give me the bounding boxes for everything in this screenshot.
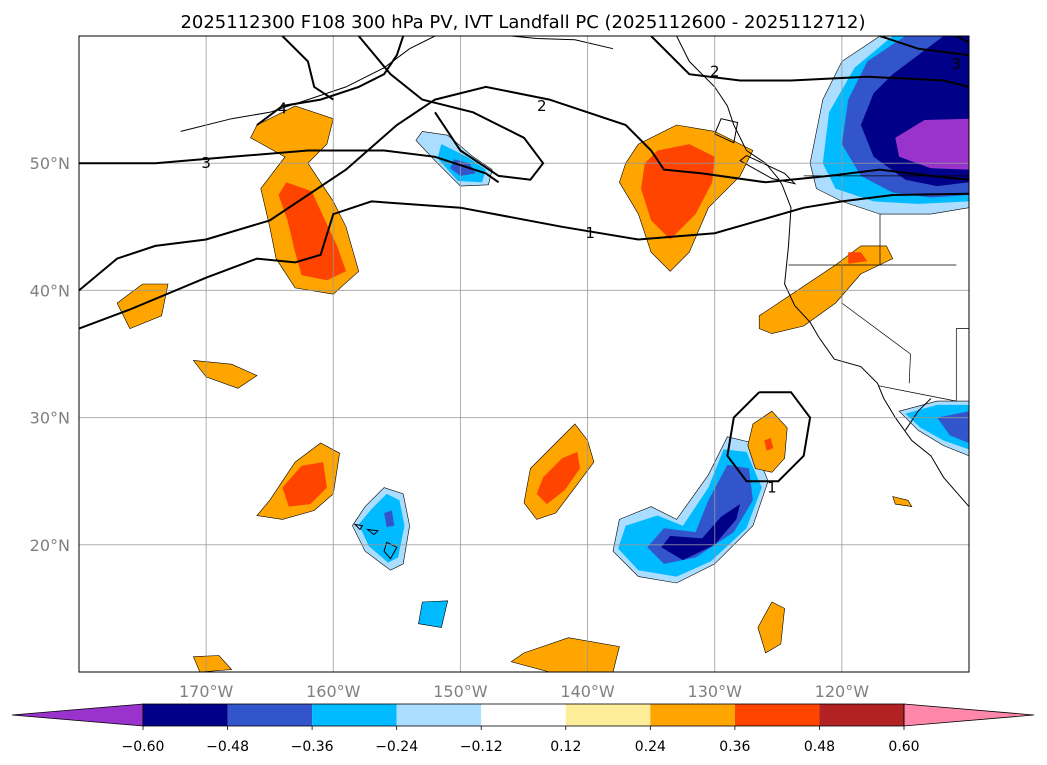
- anomaly-positive-central-subtropics: [523, 423, 595, 520]
- anomaly-negative-southern-california: [898, 400, 969, 457]
- anomaly-level-1: [848, 252, 868, 264]
- coastline: [180, 36, 436, 132]
- y-tick-label: 30°N: [30, 409, 70, 428]
- colorbar-tick-label: 0.48: [804, 739, 835, 755]
- contour-label: 2: [537, 97, 547, 115]
- pv-contour-line: [726, 391, 812, 483]
- colorbar-tick-label: −0.48: [206, 739, 249, 755]
- x-tick-label: 130°W: [688, 682, 743, 701]
- colorbar-ticks: −0.60 −0.48 −0.36 −0.24 −0.12 0.12 0.24 0.36 0.4…: [122, 726, 920, 755]
- y-axis-ticks: 20°N 30°N 40°N 50°N: [30, 154, 70, 555]
- colorbar-tick-label: −0.24: [375, 739, 418, 755]
- x-tick-label: 170°W: [179, 682, 234, 701]
- coastline: [904, 398, 932, 431]
- colorbar-extend-high: [903, 703, 1035, 727]
- x-axis-ticks: 170°W 160°W 150°W 140°W 130°W 120°W: [179, 682, 869, 701]
- small-positive-patch: [892, 496, 913, 507]
- anomaly-positive-offshore-baja: [747, 410, 788, 473]
- anomaly-positive-oregon-coast: [758, 245, 894, 334]
- y-tick-label: 50°N: [30, 154, 70, 173]
- coastline: [511, 36, 614, 50]
- colorbar: [11, 703, 1035, 727]
- island-outline: [383, 541, 398, 560]
- colorbar-frame: [142, 703, 905, 727]
- colorbar-extend-low: [11, 703, 144, 727]
- contour-label: 1: [585, 224, 595, 242]
- colorbar-tick-label: 0.36: [719, 739, 750, 755]
- pv-contour-line: [955, 36, 969, 44]
- x-tick-label: 140°W: [560, 682, 615, 701]
- colorbar-tick-label: 0.12: [550, 739, 581, 755]
- colorbar-segment: [312, 704, 397, 726]
- pv-contour-2: 22: [79, 36, 969, 292]
- pv-contour-3: 33: [79, 36, 969, 184]
- small-positive-patch: [510, 637, 620, 672]
- island-outline: [353, 523, 364, 531]
- colorbar-segment: [481, 704, 566, 726]
- contour-label: 3: [201, 154, 211, 172]
- x-tick-label: 150°W: [433, 682, 488, 701]
- anomaly-positive-gulf-of-alaska: [619, 124, 754, 272]
- colorbar-segment: [565, 704, 651, 726]
- colorbar-tick-label: −0.36: [291, 739, 334, 755]
- contour-label: 4: [278, 100, 288, 118]
- x-tick-label: 160°W: [306, 682, 361, 701]
- colorbar-segment: [734, 704, 820, 726]
- anomaly-level-1: [282, 462, 327, 507]
- anomaly-level-2: [937, 411, 969, 443]
- y-tick-label: 20°N: [30, 536, 70, 555]
- anomaly-positive-north-pacific-west: [250, 105, 360, 295]
- pv-contour-line: [79, 85, 969, 292]
- anomaly-level-1: [641, 144, 715, 240]
- anomaly-level-0: [758, 245, 894, 334]
- island-outline: [365, 528, 379, 536]
- pv-contour-line: [256, 36, 405, 126]
- contour-label: 3: [952, 55, 962, 73]
- small-negative-patch: [418, 600, 449, 628]
- pv-contour-line: [79, 192, 969, 330]
- pv-contour-4: 4: [256, 36, 969, 126]
- x-tick-label: 120°W: [815, 682, 870, 701]
- contour-label: 2: [710, 63, 720, 81]
- small-positive-patch: [192, 360, 258, 389]
- coastline-layer: [180, 36, 969, 560]
- chart-title: 2025112300 F108 300 hPa PV, IVT Landfall…: [180, 12, 865, 33]
- contour-label: 1: [767, 479, 777, 497]
- anomaly-level-1: [764, 438, 774, 451]
- colorbar-tick-label: 0.60: [888, 739, 919, 755]
- colorbar-segment: [819, 704, 904, 726]
- colorbar-segment: [650, 704, 735, 726]
- graticule: [79, 36, 969, 672]
- political-border: [955, 328, 969, 402]
- small-positive-patch: [757, 601, 785, 654]
- anomaly-positive-west-of-hawaii: [256, 442, 340, 520]
- island-outline: [714, 118, 739, 144]
- pv-contour-line: [357, 36, 545, 181]
- colorbar-tick-label: −0.12: [460, 739, 503, 755]
- pv-contour-line: [650, 36, 969, 88]
- map-frame: [78, 35, 970, 673]
- pv-contour-line: [79, 149, 500, 184]
- anomaly-level-1: [278, 182, 346, 281]
- pv-contour-1: 11: [79, 192, 969, 497]
- anomaly-level-2: [384, 510, 395, 527]
- political-border: [878, 385, 957, 402]
- anomaly-level-1: [536, 451, 580, 505]
- small-positive-patch: [192, 655, 233, 672]
- small-positive-patch: [116, 283, 169, 329]
- anomaly-level-4: [895, 118, 969, 170]
- colorbar-segment: [227, 704, 313, 726]
- y-tick-label: 40°N: [30, 281, 70, 300]
- anomaly-level-3: [661, 504, 741, 561]
- colorbar-segment: [396, 704, 482, 726]
- pv-contour-line: [879, 36, 969, 57]
- colorbar-segment: [143, 704, 228, 726]
- colorbar-tick-label: −0.60: [122, 739, 165, 755]
- pv-contour-line: [281, 36, 334, 101]
- colorbar-tick-label: 0.24: [635, 739, 666, 755]
